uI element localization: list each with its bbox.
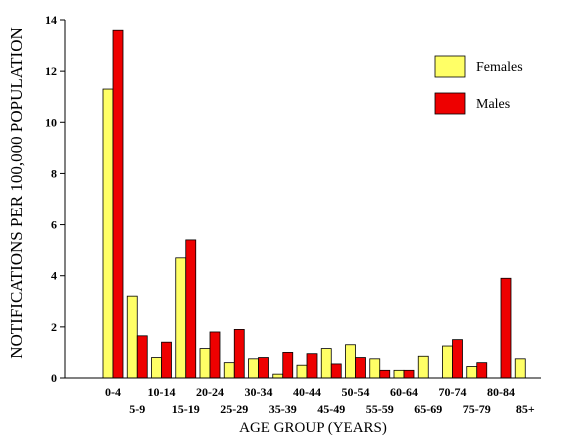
bar-males-5-9 bbox=[136, 335, 148, 379]
legend-swatch-males bbox=[434, 92, 466, 115]
bar-females-75-79 bbox=[466, 366, 478, 379]
y-tick-label: 10 bbox=[45, 115, 57, 129]
x-tick-label: 20-24 bbox=[196, 385, 224, 399]
bar-males-55-59 bbox=[379, 369, 391, 379]
y-tick-label: 12 bbox=[45, 64, 57, 78]
x-tick-label: 35-39 bbox=[269, 402, 297, 416]
bar-females-50-54 bbox=[345, 344, 356, 379]
y-tick-label: 14 bbox=[45, 13, 57, 27]
bars-layer bbox=[102, 29, 526, 379]
bar-females-5-9 bbox=[126, 295, 138, 379]
bar-males-15-19 bbox=[185, 239, 197, 379]
x-tick-label: 10-14 bbox=[148, 385, 176, 399]
x-tick-label: 15-19 bbox=[172, 402, 200, 416]
axes-layer bbox=[64, 20, 541, 379]
bar-females-0-4 bbox=[102, 88, 114, 379]
legend: Females Males bbox=[434, 55, 523, 115]
bar-females-60-64 bbox=[393, 369, 405, 379]
legend-label-males: Males bbox=[476, 97, 510, 112]
legend-label-females: Females bbox=[476, 60, 523, 75]
x-tick-label: 40-44 bbox=[293, 385, 321, 399]
bar-males-40-44 bbox=[306, 353, 318, 379]
bar-females-10-14 bbox=[151, 357, 162, 379]
bar-males-0-4 bbox=[112, 29, 124, 379]
x-tick-label: 45-49 bbox=[317, 402, 345, 416]
bar-males-30-34 bbox=[258, 357, 269, 379]
bar-females-40-44 bbox=[296, 364, 308, 379]
x-tick-label: 5-9 bbox=[129, 402, 145, 416]
legend-swatch-females bbox=[434, 55, 466, 78]
bar-females-45-49 bbox=[320, 348, 332, 379]
bar-females-70-74 bbox=[442, 345, 453, 379]
bar-males-50-54 bbox=[355, 357, 366, 379]
x-tick-label: 50-54 bbox=[342, 385, 370, 399]
y-tick-label: 8 bbox=[51, 166, 57, 180]
x-tick-label: 65-69 bbox=[414, 402, 442, 416]
bar-males-35-39 bbox=[282, 352, 294, 379]
y-tick-label: 6 bbox=[51, 218, 57, 232]
y-axis-title: NOTIFICATIONS PER 100,000 POPULATION bbox=[7, 27, 26, 359]
x-tick-label: 0-4 bbox=[105, 385, 121, 399]
bar-females-65-69 bbox=[417, 355, 429, 379]
bar-males-75-79 bbox=[476, 362, 488, 379]
bar-females-20-24 bbox=[199, 348, 211, 379]
y-tick-label: 0 bbox=[51, 371, 57, 385]
y-tick-label: 2 bbox=[51, 320, 57, 334]
bar-males-60-64 bbox=[403, 369, 415, 379]
x-tick-label: 85+ bbox=[516, 402, 535, 416]
x-tick-label: 25-29 bbox=[220, 402, 248, 416]
x-tick-label: 30-34 bbox=[245, 385, 273, 399]
bar-males-80-84 bbox=[500, 277, 512, 379]
bar-males-25-29 bbox=[233, 329, 245, 379]
x-tick-label: 70-74 bbox=[439, 385, 467, 399]
bar-males-70-74 bbox=[452, 339, 463, 379]
bar-females-25-29 bbox=[223, 362, 235, 379]
x-tick-label: 55-59 bbox=[366, 402, 394, 416]
bar-females-55-59 bbox=[369, 358, 381, 379]
x-tick-label: 75-79 bbox=[463, 402, 491, 416]
bar-males-10-14 bbox=[161, 341, 172, 379]
bar-females-85+ bbox=[514, 358, 526, 379]
x-tick-labels: 0-4 5-910-14 15-19 20-24 25-29 30-34 35-39 40-4… bbox=[105, 385, 535, 416]
y-tick-label: 4 bbox=[51, 269, 57, 283]
bar-males-45-49 bbox=[330, 363, 342, 379]
bar-females-15-19 bbox=[175, 257, 187, 379]
bar-females-35-39 bbox=[272, 373, 284, 379]
x-tick-label: 60-64 bbox=[390, 385, 418, 399]
x-tick-label: 80-84 bbox=[487, 385, 515, 399]
bar-males-20-24 bbox=[209, 331, 221, 379]
bar-females-30-34 bbox=[248, 358, 259, 379]
y-ticks: 0 2 4 6 8 10 12 14 bbox=[45, 13, 65, 385]
x-axis-title: AGE GROUP (YEARS) bbox=[239, 420, 387, 436]
